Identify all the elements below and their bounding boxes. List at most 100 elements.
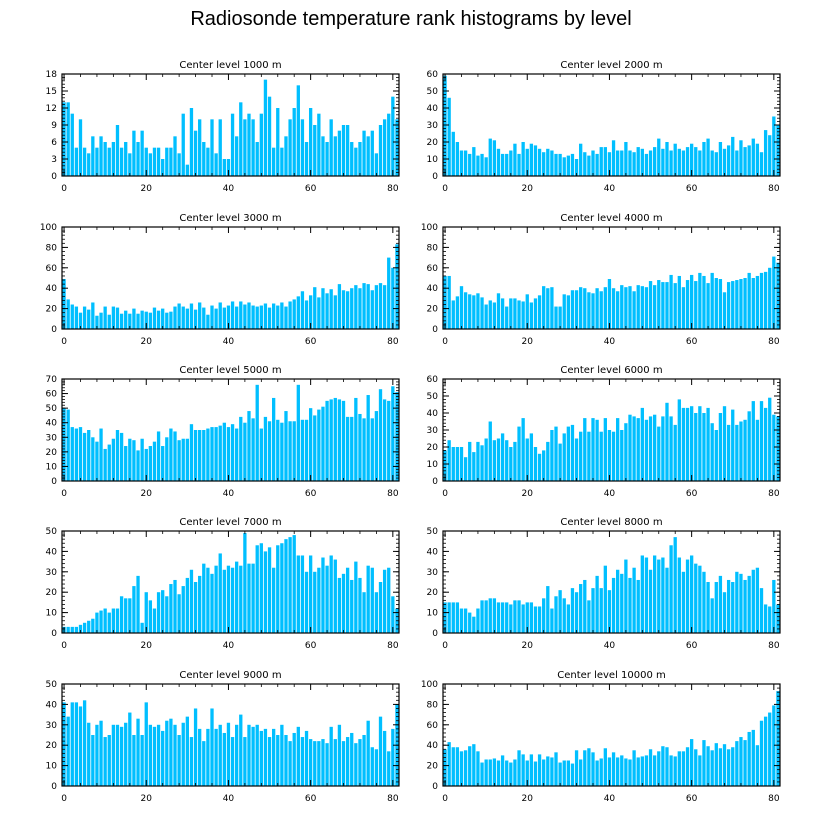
histogram-bar: [628, 759, 632, 786]
histogram-bar: [210, 305, 214, 329]
x-tick-label: 60: [686, 489, 698, 499]
histogram-bar: [152, 147, 157, 176]
panel-title: Center level 3000 m: [179, 213, 281, 224]
histogram-bar: [747, 575, 751, 633]
histogram-bar: [235, 724, 239, 786]
histogram-bar: [661, 557, 665, 633]
histogram-bar: [181, 306, 185, 329]
y-tick-label: 12: [46, 104, 57, 114]
histogram-bar: [558, 443, 562, 481]
histogram-bar: [566, 295, 570, 329]
histogram-bar: [91, 618, 95, 633]
histogram-bar: [198, 119, 202, 176]
histogram-bar: [459, 286, 464, 329]
x-tick-label: 20: [141, 641, 153, 651]
x-tick-label: 20: [522, 337, 534, 347]
histogram-bar: [685, 559, 690, 633]
histogram-bar: [517, 750, 521, 786]
histogram-bar: [525, 438, 529, 481]
histogram-bar: [378, 283, 383, 329]
histogram-bar: [107, 147, 111, 176]
histogram-bar: [280, 543, 284, 633]
histogram-bar: [521, 142, 525, 176]
y-tick-label: 50: [46, 404, 58, 414]
histogram-bar: [136, 313, 140, 329]
histogram-bar: [251, 726, 255, 786]
histogram-bar: [202, 563, 206, 633]
histogram-bar: [337, 724, 342, 786]
histogram-bar: [500, 433, 505, 481]
histogram-bar: [251, 305, 255, 329]
histogram-bar: [292, 299, 296, 329]
histogram-bar: [611, 140, 616, 176]
histogram-bar: [751, 729, 755, 786]
histogram-bar: [496, 148, 501, 176]
histogram-bar: [202, 142, 206, 176]
histogram-bar: [333, 295, 337, 329]
histogram-bar: [152, 307, 157, 329]
histogram-bar: [276, 305, 280, 329]
histogram-bar: [718, 575, 723, 633]
y-tick-label: 20: [427, 762, 439, 772]
histogram-bar: [210, 427, 214, 481]
histogram-bar: [768, 397, 772, 481]
histogram-bar: [276, 108, 280, 176]
histogram-bar: [529, 143, 534, 176]
histogram-bar: [665, 402, 669, 481]
histogram-bar: [329, 555, 333, 633]
histogram-bar: [337, 130, 342, 176]
histogram-bar: [115, 608, 120, 633]
histogram-bar: [488, 598, 492, 633]
histogram-bar: [317, 741, 321, 786]
histogram-bar: [284, 539, 288, 633]
histogram-bar: [95, 441, 99, 481]
histogram-bar: [185, 716, 189, 786]
histogram-bar: [554, 426, 558, 481]
histogram-bar: [653, 147, 657, 176]
plot-frame: [61, 378, 400, 482]
histogram-bar: [243, 304, 247, 329]
histogram-bar: [550, 757, 554, 786]
histogram-bar: [107, 444, 111, 481]
histogram-bar: [570, 424, 575, 481]
histogram-bar: [292, 421, 296, 481]
x-tick-label: 80: [768, 337, 780, 347]
histogram-bar: [128, 153, 132, 176]
histogram-bar: [455, 142, 460, 176]
histogram-bar: [505, 153, 509, 176]
histogram-bar: [546, 148, 550, 176]
histogram-bar: [673, 756, 677, 786]
histogram-bar: [119, 313, 124, 329]
histogram-bar: [148, 600, 153, 633]
histogram-bar: [214, 308, 218, 329]
histogram-bar: [722, 406, 727, 481]
histogram-bar: [677, 557, 681, 633]
histogram-bar: [743, 278, 747, 329]
histogram-bar: [156, 724, 161, 786]
histogram-bar: [550, 150, 554, 176]
histogram-bar: [99, 428, 103, 481]
panel-5: Center level 5000 m 0 20 40 60 80 0 10 20 30 40 50 6…: [46, 365, 400, 499]
histogram-bar: [74, 428, 79, 481]
histogram-bar: [768, 267, 772, 329]
histogram-bar: [463, 457, 468, 481]
histogram-bar: [391, 596, 395, 633]
histogram-bar: [496, 293, 501, 329]
histogram-bar: [689, 143, 694, 176]
histogram-bar: [70, 304, 74, 329]
histogram-bar: [579, 143, 583, 176]
histogram-bar: [156, 147, 161, 176]
histogram-bar: [222, 569, 226, 633]
histogram-bar: [624, 287, 628, 329]
histogram-bar: [345, 737, 350, 786]
histogram-bar: [611, 752, 616, 786]
histogram-bar: [62, 102, 66, 176]
histogram-bar: [673, 537, 677, 633]
histogram-bar: [509, 447, 513, 481]
y-tick-label: 20: [427, 305, 439, 315]
histogram-bar: [111, 142, 116, 176]
y-tick-label: 20: [427, 443, 439, 453]
histogram-bar: [370, 747, 374, 786]
histogram-bar: [124, 142, 128, 176]
histogram-bar: [308, 739, 313, 786]
